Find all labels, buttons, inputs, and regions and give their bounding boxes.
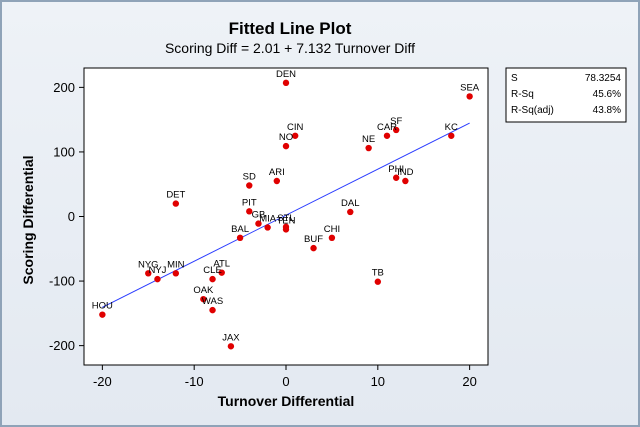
stat-s-value: 78.3254 [585,73,622,84]
data-point [218,269,225,276]
point-label: DEN [276,69,296,80]
point-label: WAS [202,296,223,307]
point-label: DET [166,190,185,201]
data-point [145,270,152,277]
point-label: DAL [341,198,359,209]
point-label: BAL [231,224,249,235]
data-point [392,174,400,181]
data-point [172,270,180,277]
point-label: NE [362,134,375,145]
data-point [227,343,235,350]
data-point [365,144,372,152]
data-point [209,306,216,314]
stat-s-label: S [511,73,518,84]
point-label: SEA [460,82,480,93]
data-point [328,234,336,242]
data-point [402,177,409,185]
point-label: CLE [203,265,221,276]
point-label: PHI [388,164,404,175]
data-point [466,93,473,100]
data-point [236,234,244,242]
point-label: NYJ [148,265,166,276]
x-tick-label: 0 [282,374,289,389]
stat-rsq-value: 45.6% [593,89,621,100]
point-label: STL [277,213,294,224]
x-axis: -20 -10 0 10 20 [93,365,477,389]
point-label: GB [252,210,266,221]
point-label: NO [279,132,293,143]
stats-box-border [505,67,627,123]
x-tick-label: -20 [93,374,112,389]
data-point [383,132,391,139]
x-tick-label: 20 [462,374,476,389]
fitted-line [102,122,470,308]
data-point [310,244,317,252]
data-point [392,126,400,134]
point-label: PIT [242,197,257,208]
point-label: IND [397,167,414,178]
point-label: ARI [269,167,285,178]
point-label: TEN [277,215,296,226]
point-label: CIN [287,122,304,133]
x-tick-label: -10 [185,374,204,389]
data-point [374,278,382,285]
y-axis-label: Scoring Differential [20,155,36,284]
y-tick-label: -100 [49,274,75,289]
stat-rsq-adj-label: R-Sq(adj) [511,105,554,116]
x-tick-label: 10 [371,374,385,389]
data-point [172,200,180,207]
data-point [264,224,271,231]
plot-area [83,67,489,366]
stat-rsq-label: R-Sq [511,89,534,100]
point-label: ATL [213,259,230,270]
point-label: CAR [377,122,397,133]
stats-box: S 78.3254 R-Sq 45.6% R-Sq(adj) 43.8% [505,67,627,123]
point-label: KC [445,122,458,133]
point-label: JAX [222,332,240,343]
data-point [154,275,161,283]
point-label: MIN [167,259,185,270]
point-label: MIA [259,213,277,224]
point-label: NYG [138,259,159,270]
chart-title: Fitted Line Plot [229,19,352,38]
point-label: OAK [193,285,214,296]
y-axis: -200 -100 0 100 200 [49,80,84,353]
point-label: BUF [304,234,323,245]
stat-rsq-adj-value: 43.8% [593,105,621,116]
data-point [246,208,253,215]
regression-line [102,122,470,308]
y-tick-label: 0 [68,209,75,224]
x-axis-label: Turnover Differential [218,393,355,409]
point-label: SF [390,116,402,127]
data-point [200,295,207,303]
data-point [282,79,290,87]
data-points [99,79,473,350]
y-tick-label: 100 [53,144,75,159]
data-point [273,177,281,185]
y-tick-label: 200 [53,80,75,95]
data-point [291,132,299,139]
point-label: CHI [324,224,340,235]
point-label: HOU [92,301,113,312]
point-label: TB [372,268,384,279]
data-point [246,182,253,189]
y-tick-label: -200 [49,338,75,353]
data-point [282,142,290,150]
chart-subtitle: Scoring Diff = 2.01 + 7.132 Turnover Dif… [165,40,415,56]
data-point [448,132,455,139]
point-label: SD [243,172,256,183]
data-point [209,275,216,283]
data-point [347,208,354,216]
data-point [99,311,106,318]
data-point [282,226,290,233]
data-point [255,220,262,227]
